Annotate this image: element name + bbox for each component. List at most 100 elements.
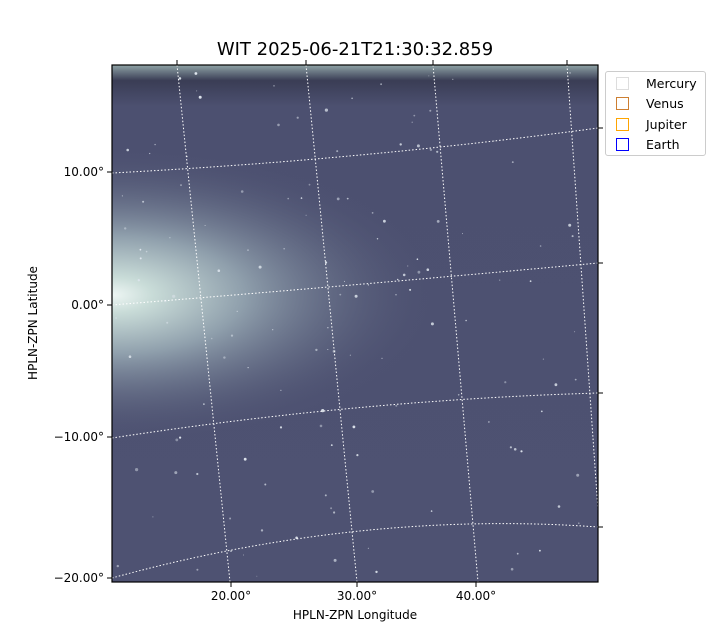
star [230, 550, 232, 552]
star [436, 220, 440, 223]
star [428, 75, 430, 77]
legend-item-earth: Earth [616, 136, 680, 152]
star [126, 148, 129, 152]
star [229, 517, 232, 520]
star [416, 144, 420, 148]
y-axis-label: HPLN-ZPN Latitude [26, 266, 40, 380]
star [352, 425, 356, 429]
legend-item-jupiter: Jupiter [616, 116, 687, 132]
star [371, 490, 375, 493]
star [568, 223, 572, 227]
star [452, 78, 454, 80]
star [510, 567, 514, 571]
x-axis-label: HPLN-ZPN Longitude [292, 608, 418, 622]
star [409, 288, 412, 291]
star [260, 529, 264, 532]
grid-lon-3 [432, 64, 479, 583]
star [174, 471, 178, 475]
star [256, 575, 258, 577]
tick-marks [107, 60, 603, 587]
star [457, 394, 460, 396]
star [115, 317, 118, 319]
axes-frame [111, 64, 599, 583]
star [280, 389, 282, 391]
chart-title: WIT 2025-06-21T21:30:32.859 [216, 39, 494, 60]
star [149, 152, 151, 155]
star [272, 329, 274, 331]
star [194, 72, 198, 75]
star [121, 195, 123, 197]
star [230, 334, 234, 337]
star [180, 184, 182, 187]
star [395, 404, 398, 407]
star [247, 367, 249, 369]
star [399, 143, 402, 146]
star [381, 357, 383, 359]
star [279, 426, 283, 429]
star [330, 507, 333, 510]
star [124, 227, 127, 230]
grid-lon-4 [566, 64, 599, 511]
x-tick-label: 30.00° [336, 589, 378, 603]
star [336, 197, 340, 201]
stars [115, 72, 580, 577]
star [346, 197, 349, 200]
y-tick-label: −20.00° [53, 571, 104, 585]
star [344, 280, 345, 282]
star [277, 123, 280, 127]
star [198, 95, 202, 99]
star [175, 438, 179, 442]
star [296, 116, 299, 119]
star [413, 114, 416, 117]
star [395, 294, 397, 296]
star [196, 90, 198, 92]
star [416, 258, 419, 261]
star [243, 554, 244, 556]
star [169, 237, 171, 239]
star [264, 483, 267, 486]
star [465, 319, 467, 322]
star [128, 355, 132, 359]
star [339, 293, 342, 296]
star [258, 265, 262, 269]
star [308, 183, 311, 186]
star [305, 214, 307, 216]
y-tick-label: 10.00° [63, 165, 104, 179]
star [383, 219, 386, 223]
star [142, 200, 145, 203]
legend-swatch [616, 96, 629, 110]
star [574, 378, 577, 381]
star [135, 468, 139, 472]
y-tick-label: 0.00° [71, 298, 104, 312]
star [396, 278, 399, 281]
star [539, 549, 541, 552]
star [152, 516, 154, 518]
legend-item-venus: Venus [616, 95, 684, 111]
star [351, 97, 353, 100]
star [324, 494, 327, 497]
star [417, 270, 421, 274]
star [247, 249, 249, 252]
star [569, 72, 571, 74]
grid-lat-1 [111, 127, 599, 174]
star [179, 436, 182, 439]
star [380, 83, 382, 86]
star [240, 190, 244, 193]
star [509, 446, 512, 449]
star [327, 327, 329, 329]
legend-swatch [616, 76, 629, 90]
legend-swatch [616, 137, 629, 151]
star [243, 457, 247, 461]
grid-lon-2 [305, 64, 358, 583]
star [513, 448, 517, 451]
star [287, 197, 290, 200]
star [578, 522, 580, 524]
star [367, 284, 369, 286]
star [504, 381, 507, 384]
star [430, 510, 433, 512]
star [333, 511, 336, 514]
star [371, 212, 374, 214]
star [462, 233, 463, 235]
star [210, 337, 213, 340]
